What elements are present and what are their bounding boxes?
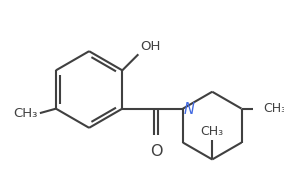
Text: CH₃: CH₃ [201, 125, 224, 138]
Text: O: O [150, 144, 162, 159]
Text: CH₃: CH₃ [263, 102, 284, 115]
Text: N: N [184, 102, 195, 117]
Text: OH: OH [140, 40, 160, 52]
Text: CH₃: CH₃ [14, 107, 38, 120]
